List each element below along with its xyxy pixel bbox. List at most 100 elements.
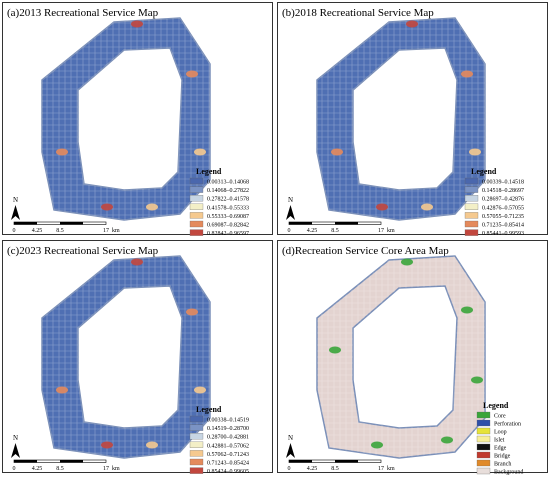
legend-swatch bbox=[189, 220, 204, 228]
map-patch bbox=[461, 70, 473, 78]
legend-label: 0.28697–0.42876 bbox=[482, 197, 524, 203]
legend-swatch bbox=[464, 186, 479, 193]
map-patch bbox=[331, 148, 343, 156]
legend-swatch bbox=[189, 203, 204, 210]
legend-swatch bbox=[189, 177, 204, 185]
scale-label: 17 bbox=[103, 466, 109, 472]
legend-label: 0.55333–0.69087 bbox=[207, 214, 249, 220]
legend-title: Legend bbox=[196, 167, 222, 176]
scale-label: 0 bbox=[288, 466, 291, 472]
legend-label: 0.71243–0.85424 bbox=[207, 461, 249, 467]
legend-swatch bbox=[476, 427, 491, 435]
legend-swatch bbox=[476, 419, 491, 427]
legend-label: 0.41578–0.55333 bbox=[207, 205, 249, 211]
legend-swatch bbox=[476, 451, 491, 459]
north-arrow bbox=[286, 205, 295, 220]
legend-label: 0.14518–0.28697 bbox=[482, 188, 524, 194]
legend-label: 0.57055–0.71235 bbox=[482, 214, 524, 220]
scale-label: 4.25 bbox=[32, 228, 43, 234]
map-patch bbox=[471, 376, 483, 384]
legend-label: 0.69087–0.82842 bbox=[207, 223, 249, 229]
scale-label: 0 bbox=[13, 466, 16, 472]
scale-bar-fill bbox=[60, 222, 83, 225]
scale-label: 8.5 bbox=[331, 466, 339, 472]
north-arrow bbox=[286, 443, 295, 458]
legend-label: Islet bbox=[494, 438, 505, 444]
legend-label: 0.14519–0.28700 bbox=[207, 426, 249, 432]
map-patch bbox=[194, 386, 206, 394]
legend-swatch bbox=[476, 411, 491, 419]
scale-label: 8.5 bbox=[56, 228, 64, 234]
legend-swatch bbox=[189, 424, 204, 431]
map-panel: (c)2023 Recreational Service Map Legend 0.… bbox=[2, 240, 273, 475]
legend-label: Loop bbox=[494, 430, 507, 436]
legend-swatch bbox=[476, 435, 491, 443]
scale-label: 17 bbox=[378, 228, 384, 234]
legend-label: 0.85441–0.99593 bbox=[482, 231, 524, 237]
north-label: N bbox=[13, 196, 18, 204]
scale-label: 4.25 bbox=[307, 228, 318, 234]
scale-label: km bbox=[112, 466, 120, 472]
legend-title: Legend bbox=[471, 167, 497, 176]
north-label: N bbox=[288, 196, 293, 204]
legend-label: 0.82842–0.96597 bbox=[207, 231, 249, 237]
legend-label: Perforation bbox=[494, 421, 521, 428]
legend-label: 0.42876–0.57055 bbox=[482, 205, 524, 211]
legend-swatch bbox=[189, 195, 204, 202]
legend-swatch bbox=[476, 459, 491, 467]
legend-label: 0.85424–0.99605 bbox=[207, 469, 249, 475]
scale-bar-fill bbox=[289, 222, 312, 225]
legend-swatch bbox=[189, 229, 204, 236]
map-patch bbox=[56, 148, 68, 156]
map-patch bbox=[469, 148, 481, 156]
north-label: N bbox=[13, 434, 18, 442]
legend-swatch bbox=[476, 467, 491, 475]
panel-title: (d)Recreation Service Core Area Map bbox=[282, 245, 449, 257]
map-patch bbox=[401, 258, 413, 266]
scale-label: 8.5 bbox=[331, 228, 339, 234]
map-patch bbox=[146, 203, 158, 211]
legend-label: 0.14068–0.27822 bbox=[207, 188, 249, 194]
legend-swatch bbox=[189, 433, 204, 440]
legend-label: 0.28700–0.42881 bbox=[207, 435, 249, 441]
map-patch bbox=[146, 441, 158, 449]
legend-label: Branch bbox=[494, 462, 511, 468]
north-label: N bbox=[288, 434, 293, 442]
legend-swatch bbox=[464, 203, 479, 210]
scale-label: 8.5 bbox=[56, 466, 64, 472]
scale-bar-fill bbox=[335, 222, 358, 225]
legend-swatch bbox=[189, 458, 204, 466]
map-patch bbox=[131, 20, 143, 28]
map-patch bbox=[194, 148, 206, 156]
scale-bar-fill bbox=[335, 460, 358, 463]
map-panel: (a)2013 Recreational Service Map Legend 0.… bbox=[2, 2, 273, 237]
legend-label: 0.00339–0.14518 bbox=[482, 180, 524, 186]
scale-label: 4.25 bbox=[307, 466, 318, 472]
panel-title: (b)2018 Recreational Service Map bbox=[282, 7, 434, 19]
scale-label: 0 bbox=[288, 228, 291, 234]
scale-label: km bbox=[112, 228, 120, 234]
legend-label: 0.00338–0.14519 bbox=[207, 418, 249, 424]
legend-swatch bbox=[189, 467, 204, 474]
legend-label: Core bbox=[494, 414, 506, 420]
panel-title: (c)2023 Recreational Service Map bbox=[7, 245, 159, 257]
scale-bar-fill bbox=[14, 222, 37, 225]
legend-label: 0.42881–0.57062 bbox=[207, 443, 249, 449]
legend-swatch bbox=[464, 212, 479, 219]
legend-swatch bbox=[464, 177, 479, 185]
map-patch bbox=[461, 306, 473, 314]
scale-label: 17 bbox=[378, 466, 384, 472]
legend-swatch bbox=[189, 415, 204, 423]
legend-swatch bbox=[189, 212, 204, 219]
legend-label: Bridge bbox=[494, 454, 511, 460]
map-patch bbox=[376, 203, 388, 211]
map-patch bbox=[186, 70, 198, 78]
legend-title: Legend bbox=[196, 405, 222, 414]
legend-label: 0.71235–0.85414 bbox=[482, 223, 524, 229]
legend-title: Legend bbox=[483, 401, 509, 410]
map-patch bbox=[101, 203, 113, 211]
map-patch bbox=[131, 258, 143, 266]
scale-bar-fill bbox=[289, 460, 312, 463]
scale-label: 4.25 bbox=[32, 466, 43, 472]
study-area-texture bbox=[317, 256, 485, 458]
